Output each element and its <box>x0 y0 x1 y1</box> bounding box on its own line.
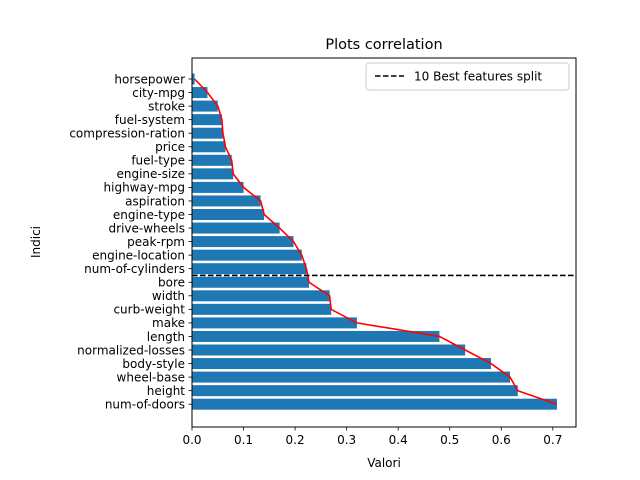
x-tick-label: 0.0 <box>182 433 201 447</box>
x-axis-label: Valori <box>367 456 401 470</box>
chart-title: Plots correlation <box>325 37 442 53</box>
y-tick-label: engine-size <box>116 167 185 181</box>
bar-bore <box>192 276 310 288</box>
y-tick-label: engine-location <box>92 248 185 262</box>
x-tick-label: 0.1 <box>234 433 253 447</box>
y-tick-label: drive-wheels <box>109 221 185 235</box>
bar-aspiration <box>192 195 261 207</box>
y-tick-label: engine-type <box>113 208 185 222</box>
bar-fuel-type <box>192 154 232 166</box>
bar-stroke <box>192 100 218 112</box>
y-tick-label: height <box>147 384 186 398</box>
x-tick-label: 0.3 <box>337 433 356 447</box>
x-tick-label: 0.2 <box>286 433 305 447</box>
bar-make <box>192 317 357 329</box>
y-axis-ticks: horsepowercity-mpgstrokefuel-systemcompr… <box>69 72 192 412</box>
bar-peak-rpm <box>192 236 294 248</box>
x-tick-label: 0.5 <box>440 433 459 447</box>
y-axis-label: Indici <box>29 226 43 258</box>
y-tick-label: peak-rpm <box>127 235 185 249</box>
y-tick-label: aspiration <box>125 194 185 208</box>
bar-fuel-system <box>192 114 222 126</box>
y-tick-label: city-mpg <box>132 86 185 100</box>
y-tick-label: body-style <box>122 357 185 371</box>
bar-num-of-doors <box>192 398 557 410</box>
y-tick-label: bore <box>158 276 185 290</box>
trend-line <box>194 78 558 405</box>
y-tick-label: fuel-type <box>131 154 185 168</box>
bar-num-of-cylinders <box>192 263 307 275</box>
x-tick-label: 0.6 <box>492 433 511 447</box>
y-tick-label: num-of-doors <box>105 398 185 412</box>
legend-split-label: 10 Best features split <box>414 70 542 84</box>
y-tick-label: width <box>152 289 185 303</box>
bar-drive-wheels <box>192 222 280 234</box>
bar-height <box>192 385 518 397</box>
y-tick-label: horsepower <box>114 72 185 86</box>
y-tick-label: length <box>147 330 185 344</box>
y-tick-label: make <box>152 316 185 330</box>
bar-highway-mpg <box>192 181 244 193</box>
y-tick-label: stroke <box>148 99 185 113</box>
y-tick-label: wheel-base <box>117 370 185 384</box>
y-tick-label: price <box>155 140 185 154</box>
bar-curb-weight <box>192 303 332 315</box>
bar-length <box>192 330 440 342</box>
bar-horsepower <box>192 73 195 85</box>
x-axis-ticks: 0.0 0.1 0.2 0.3 0.4 0.5 0.6 0.7 <box>182 427 562 447</box>
bar-city-mpg <box>192 87 208 99</box>
y-tick-label: num-of-cylinders <box>84 262 185 276</box>
bar-engine-size <box>192 168 234 180</box>
bar-compression-ration <box>192 127 223 139</box>
bar-width <box>192 290 330 302</box>
bar-price <box>192 141 226 153</box>
y-tick-label: normalized-losses <box>77 343 185 357</box>
x-tick-label: 0.4 <box>389 433 408 447</box>
y-tick-label: curb-weight <box>113 303 185 317</box>
bar-normalized-losses <box>192 344 466 356</box>
plot-frame <box>191 57 577 428</box>
legend-box <box>365 62 570 91</box>
y-tick-label: fuel-system <box>115 113 185 127</box>
bar-body-style <box>192 358 491 370</box>
bar-engine-type <box>192 209 265 220</box>
y-tick-label: highway-mpg <box>104 181 185 195</box>
legend: 10 Best features split <box>365 62 570 91</box>
y-tick-label: compression-ration <box>69 127 185 141</box>
bar-wheel-base <box>192 371 511 383</box>
bars-layer <box>192 73 557 410</box>
x-tick-label: 0.7 <box>543 433 562 447</box>
bar-engine-location <box>192 249 302 261</box>
